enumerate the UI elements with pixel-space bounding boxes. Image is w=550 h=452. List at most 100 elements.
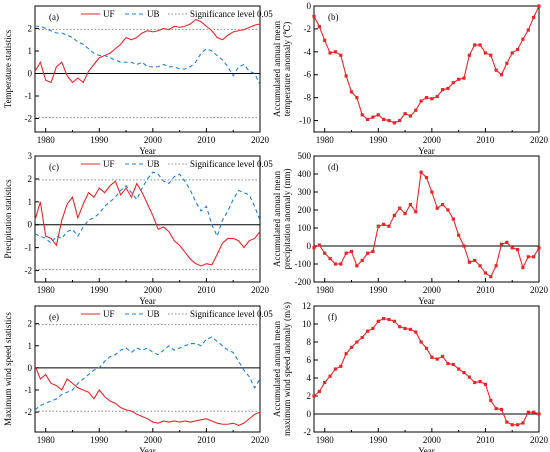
data-point xyxy=(382,317,386,321)
data-point xyxy=(376,224,380,228)
data-point xyxy=(499,242,504,246)
y-tick-label: -6 xyxy=(304,70,312,80)
y-tick-label: -1 xyxy=(25,385,33,395)
data-point xyxy=(328,51,332,55)
data-point xyxy=(339,364,343,368)
data-point xyxy=(537,412,541,416)
data-point xyxy=(526,410,530,414)
series-line xyxy=(313,5,540,124)
x-tick-label: 2010 xyxy=(476,435,495,445)
data-point xyxy=(365,251,370,255)
panel-d: 1980 1990 2000 2010 2020 -200 -100 0 100 200 300 40… xyxy=(272,151,549,306)
data-point xyxy=(451,362,455,367)
data-point xyxy=(521,421,525,425)
data-point xyxy=(510,51,514,55)
y-tick-label: -2 xyxy=(25,407,33,417)
series-line xyxy=(34,180,261,267)
y-tick-label: -2 xyxy=(25,266,33,276)
y-tick-label: 0 xyxy=(307,409,312,419)
data-point xyxy=(414,210,418,214)
x-tick-label: 1990 xyxy=(90,435,109,445)
data-point xyxy=(349,90,354,94)
data-point xyxy=(435,206,439,210)
legend-label: UB xyxy=(147,159,160,169)
x-tick-label: 2010 xyxy=(197,135,216,145)
data-point xyxy=(371,115,375,119)
data-point xyxy=(408,114,413,118)
data-point xyxy=(387,118,391,123)
legend-label: UF xyxy=(103,159,115,169)
panel-c: 1980 1990 2000 2010 2020 -2 -1 0 1 2 3 Year Precipit… xyxy=(3,151,273,306)
y-axis-label: Maximum wind speed statistics xyxy=(3,312,13,426)
data-point xyxy=(323,380,327,385)
y-tick-label: -10 xyxy=(299,116,311,126)
data-point xyxy=(430,190,434,194)
data-point xyxy=(365,117,370,121)
y-tick-label: 300 xyxy=(298,187,312,197)
y-tick-label: 0 xyxy=(28,69,33,79)
data-point xyxy=(505,61,509,65)
data-point xyxy=(349,249,354,253)
data-point xyxy=(451,81,455,85)
data-point xyxy=(328,257,332,261)
x-tick-label: 2010 xyxy=(476,285,495,295)
series-line xyxy=(34,336,261,411)
data-point xyxy=(376,319,380,323)
x-axis-label: Year xyxy=(418,296,435,306)
data-point xyxy=(440,88,445,92)
x-axis-label: Year xyxy=(139,446,156,452)
panel-label: (c) xyxy=(49,162,59,172)
data-point xyxy=(510,246,514,250)
y-tick-label: 500 xyxy=(298,151,312,161)
y-tick-label: 10 xyxy=(302,319,312,329)
legend-label: Significance level 0.05 xyxy=(190,9,273,19)
x-axis-label: Year xyxy=(139,296,156,306)
y-tick-label: 0 xyxy=(28,220,33,230)
y-tick-label: 0 xyxy=(307,1,312,11)
data-point xyxy=(333,367,338,371)
panel-a: 1980 1990 2000 2010 2020 -2 -1 0 1 2 Year Temperatu… xyxy=(3,5,273,156)
x-tick-label: 1980 xyxy=(37,285,56,295)
data-point xyxy=(462,244,466,248)
y-tick-label: 4 xyxy=(307,373,312,383)
data-point xyxy=(355,340,359,344)
y-axis-label: Accumulated annual mean xyxy=(272,171,282,267)
y-axis-label: Temperature statistics xyxy=(3,29,13,108)
series-line xyxy=(34,171,261,244)
y-tick-label: 200 xyxy=(298,205,312,215)
data-point xyxy=(323,251,327,255)
data-point xyxy=(467,375,471,379)
data-point xyxy=(510,423,514,427)
y-tick-label: 100 xyxy=(298,223,312,233)
y-tick-label: 2 xyxy=(28,24,33,34)
y-tick-label: 2 xyxy=(28,319,33,329)
data-point xyxy=(489,275,493,279)
y-tick-label: 400 xyxy=(298,169,312,179)
data-point xyxy=(489,53,493,57)
data-point xyxy=(419,99,423,103)
data-point xyxy=(398,206,402,210)
x-tick-label: 2010 xyxy=(197,285,216,295)
data-point xyxy=(473,258,477,262)
data-point xyxy=(398,118,402,123)
data-point xyxy=(365,329,370,333)
data-point xyxy=(440,354,445,358)
data-point xyxy=(505,240,509,244)
data-point xyxy=(515,47,520,52)
data-point xyxy=(360,113,364,117)
data-point xyxy=(398,325,402,329)
data-point xyxy=(446,362,450,366)
y-tick-label: -2 xyxy=(25,114,33,124)
data-point xyxy=(414,330,418,334)
x-tick-label: 2000 xyxy=(423,135,442,145)
y-tick-label: -1 xyxy=(25,243,33,253)
y-tick-label: -2 xyxy=(304,24,312,34)
y-tick-label: 0 xyxy=(28,363,33,373)
x-axis-label: Year xyxy=(139,146,156,156)
x-tick-label: 2020 xyxy=(251,285,270,295)
data-point xyxy=(462,371,466,375)
y-tick-label: 2 xyxy=(28,174,33,184)
data-point xyxy=(403,326,407,331)
data-point xyxy=(339,262,343,266)
data-point xyxy=(483,382,488,386)
